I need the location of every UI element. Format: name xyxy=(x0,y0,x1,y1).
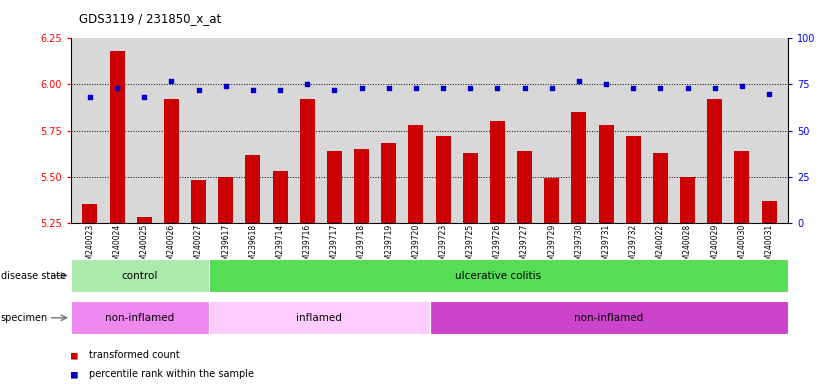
Bar xyxy=(164,99,178,384)
Bar xyxy=(653,153,668,384)
Point xyxy=(436,85,450,91)
Bar xyxy=(463,153,478,384)
Bar xyxy=(517,151,532,384)
Text: specimen: specimen xyxy=(1,313,48,323)
Bar xyxy=(545,179,560,384)
Bar xyxy=(490,121,505,384)
Bar xyxy=(208,301,430,334)
Point xyxy=(762,91,776,97)
Bar xyxy=(137,217,152,384)
Bar xyxy=(83,204,98,384)
Bar xyxy=(273,171,288,384)
Point xyxy=(110,85,123,91)
Bar xyxy=(219,177,234,384)
Point xyxy=(165,78,178,84)
Point xyxy=(572,78,585,84)
Text: transformed count: transformed count xyxy=(89,350,180,360)
Bar xyxy=(381,144,396,384)
Point xyxy=(654,85,667,91)
Text: control: control xyxy=(122,270,158,281)
Bar xyxy=(191,180,206,384)
Point xyxy=(681,85,694,91)
Bar xyxy=(681,177,695,384)
Point xyxy=(192,87,205,93)
Point xyxy=(518,85,531,91)
Point xyxy=(274,87,287,93)
Point xyxy=(300,81,314,88)
Text: ■: ■ xyxy=(71,369,78,379)
Bar xyxy=(707,99,722,384)
Point xyxy=(382,85,395,91)
Text: non-inflamed: non-inflamed xyxy=(574,313,644,323)
Point xyxy=(736,83,749,89)
Point xyxy=(355,85,369,91)
Bar xyxy=(761,200,776,384)
Point xyxy=(464,85,477,91)
Text: inflamed: inflamed xyxy=(296,313,342,323)
Bar xyxy=(571,112,586,384)
Bar xyxy=(409,125,424,384)
Point xyxy=(219,83,233,89)
Point xyxy=(626,85,640,91)
Point xyxy=(409,85,423,91)
Text: ulcerative colitis: ulcerative colitis xyxy=(455,270,541,281)
Text: percentile rank within the sample: percentile rank within the sample xyxy=(89,369,254,379)
Bar xyxy=(430,301,788,334)
Bar xyxy=(71,259,208,292)
Point xyxy=(600,81,613,88)
Bar xyxy=(299,99,314,384)
Point xyxy=(246,87,259,93)
Bar xyxy=(435,136,450,384)
Bar xyxy=(599,125,614,384)
Text: GDS3119 / 231850_x_at: GDS3119 / 231850_x_at xyxy=(79,12,222,25)
Bar xyxy=(735,151,750,384)
Bar xyxy=(71,301,208,334)
Bar xyxy=(208,259,788,292)
Text: ■: ■ xyxy=(71,350,78,360)
Bar xyxy=(626,136,641,384)
Point xyxy=(328,87,341,93)
Point xyxy=(708,85,721,91)
Bar xyxy=(354,149,369,384)
Point xyxy=(545,85,559,91)
Bar xyxy=(245,154,260,384)
Point xyxy=(490,85,504,91)
Bar xyxy=(327,151,342,384)
Point xyxy=(83,94,97,101)
Bar xyxy=(109,51,124,384)
Text: non-inflamed: non-inflamed xyxy=(105,313,174,323)
Point xyxy=(138,94,151,101)
Text: disease state: disease state xyxy=(1,270,66,281)
